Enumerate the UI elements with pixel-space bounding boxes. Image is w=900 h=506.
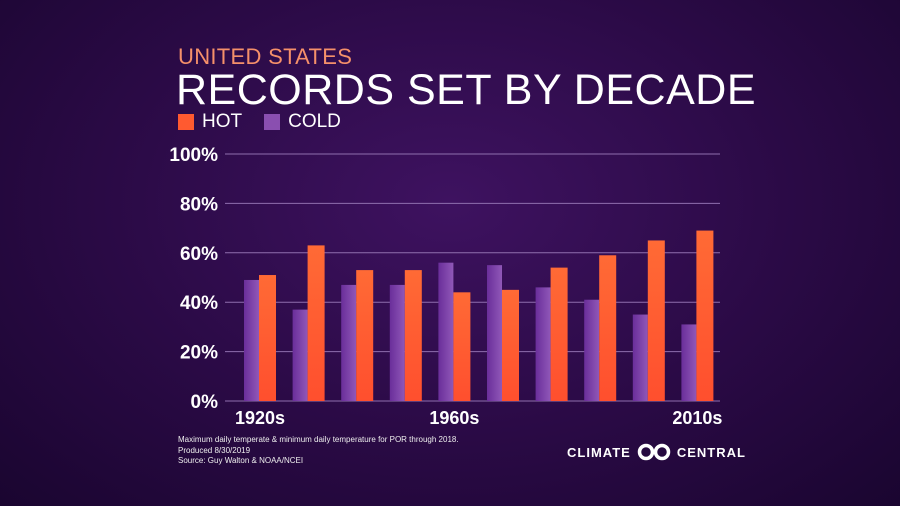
bar-hot-1980s [550, 267, 568, 401]
y-tick-label: 0% [191, 392, 219, 413]
bar-hot-2010s [696, 230, 714, 401]
legend: HOT COLD [178, 111, 363, 133]
bar-cold-1990s [584, 299, 600, 401]
bar-cold-1920s [244, 279, 259, 401]
bar-cold-2000s [632, 314, 648, 401]
bar-hot-2000s [647, 240, 665, 401]
legend-label-hot: HOT [202, 111, 243, 132]
bar-cold-1960s [438, 262, 454, 401]
y-tick-label: 40% [180, 293, 218, 314]
logo-rings-icon [637, 443, 671, 461]
legend-swatch-cold [264, 114, 281, 130]
y-tick-label: 100% [169, 145, 218, 166]
y-tick-label: 60% [180, 244, 218, 265]
bar-hot-1970s [502, 289, 519, 401]
bar-hot-1960s [453, 292, 471, 401]
climate-central-logo: CLIMATE CENTRAL [567, 443, 746, 461]
x-tick-label: 1960s [429, 408, 479, 428]
bar-cold-1980s [535, 287, 551, 401]
logo-text-left: CLIMATE [567, 444, 631, 460]
bar-hot-1950s [404, 270, 422, 401]
x-tick-label: 2010s [672, 408, 722, 428]
y-tick-label: 80% [180, 194, 218, 215]
x-tick-label: 1920s [235, 408, 285, 428]
bar-cold-2010s [681, 324, 697, 401]
bar-cold-1940s [341, 284, 357, 401]
footnote: Maximum daily temperate & minimum daily … [178, 435, 459, 467]
bar-cold-1930s [292, 309, 308, 401]
bar-hot-1940s [356, 270, 374, 401]
legend-label-cold: COLD [288, 111, 341, 132]
chart-title: RECORDS SET BY DECADE [176, 66, 756, 114]
footnote-line: Produced 8/30/2019 [178, 445, 251, 455]
bar-cold-1950s [389, 284, 405, 401]
footnote-line: Source: Guy Walton & NOAA/NCEI [178, 456, 304, 465]
bar-cold-1970s [487, 265, 502, 401]
legend-swatch-hot [178, 114, 194, 130]
bar-hot-1990s [599, 255, 617, 401]
chart-subtitle: UNITED STATES [178, 44, 353, 69]
bar-hot-1920s [259, 275, 276, 401]
bar-hot-1930s [307, 245, 325, 401]
logo-text-right: CENTRAL [676, 444, 746, 460]
y-tick-label: 20% [180, 343, 218, 364]
footnote-line: Maximum daily temperate & minimum daily … [178, 435, 459, 444]
